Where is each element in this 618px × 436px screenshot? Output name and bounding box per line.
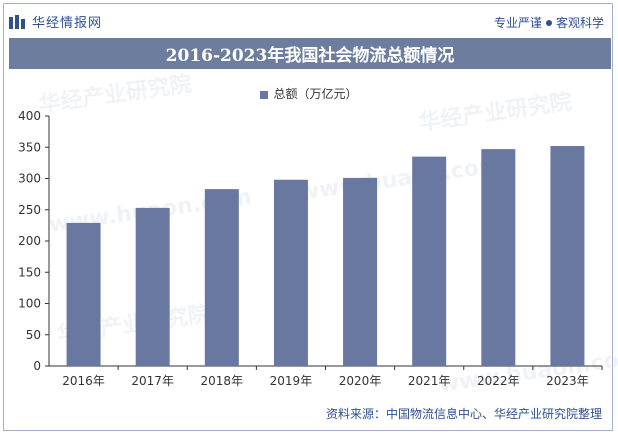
y-tick-label: 150 (18, 265, 41, 279)
brand-name: 华经情报网 (32, 16, 103, 31)
logo-icon (9, 14, 25, 29)
x-tick-label: 2017年 (131, 374, 174, 388)
bar (66, 222, 101, 366)
bar (481, 149, 516, 366)
y-tick-label: 350 (18, 140, 41, 154)
legend-swatch (260, 90, 269, 99)
tagline-right: 客观科学 (555, 16, 604, 30)
y-tick-label: 250 (18, 203, 41, 217)
watermark: www.huaon.com (437, 345, 618, 398)
y-tick-label: 0 (33, 359, 41, 373)
x-tick-label: 2022年 (477, 374, 520, 388)
bar (273, 179, 308, 366)
bar (204, 189, 239, 366)
dot-separator-icon (545, 20, 552, 26)
y-tick-label: 100 (18, 297, 41, 311)
x-tick-label: 2023年 (546, 374, 589, 388)
tagline: 专业严谨 客观科学 (494, 14, 604, 31)
y-tick-label: 400 (18, 109, 41, 123)
legend-label: 总额（万亿元） (273, 87, 358, 101)
y-tick-label: 300 (18, 172, 41, 186)
brand: 华经情报网 (8, 12, 102, 31)
bar (412, 156, 447, 366)
watermark: 华经产业研究院 (417, 89, 573, 136)
y-tick-label: 50 (26, 328, 41, 342)
watermark: 华经产业研究院 (37, 71, 193, 118)
x-tick-label: 2016年 (62, 374, 105, 388)
source-note: 资料来源：中国物流信息中心、华经产业研究院整理 (325, 407, 602, 421)
x-tick-label: 2021年 (408, 374, 451, 388)
top-bar: 华经情报网 专业严谨 客观科学 (8, 10, 604, 32)
chart-title: 2016-2023年我国社会物流总额情况 (165, 46, 455, 66)
x-tick-label: 2018年 (201, 374, 244, 388)
bar (343, 177, 378, 366)
legend: 总额（万亿元） (0, 85, 618, 102)
bar (135, 207, 170, 366)
x-tick-label: 2020年 (339, 374, 382, 388)
x-tick-label: 2019年 (270, 374, 313, 388)
bar (550, 146, 585, 366)
y-tick-label: 200 (18, 234, 41, 248)
watermark: www.huaon.com (297, 153, 503, 206)
title-banner: 2016-2023年我国社会物流总额情况 (9, 38, 611, 69)
tagline-left: 专业严谨 (493, 16, 542, 30)
